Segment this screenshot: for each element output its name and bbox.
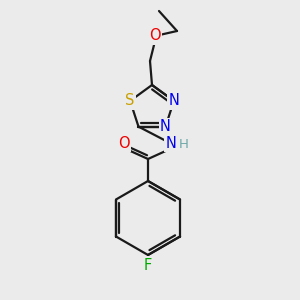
Text: N: N: [166, 136, 176, 151]
Text: N: N: [160, 119, 171, 134]
Text: N: N: [168, 93, 179, 108]
Text: S: S: [125, 93, 135, 108]
Text: O: O: [118, 136, 130, 151]
Text: O: O: [149, 28, 161, 44]
Text: H: H: [179, 137, 189, 151]
Text: F: F: [144, 257, 152, 272]
